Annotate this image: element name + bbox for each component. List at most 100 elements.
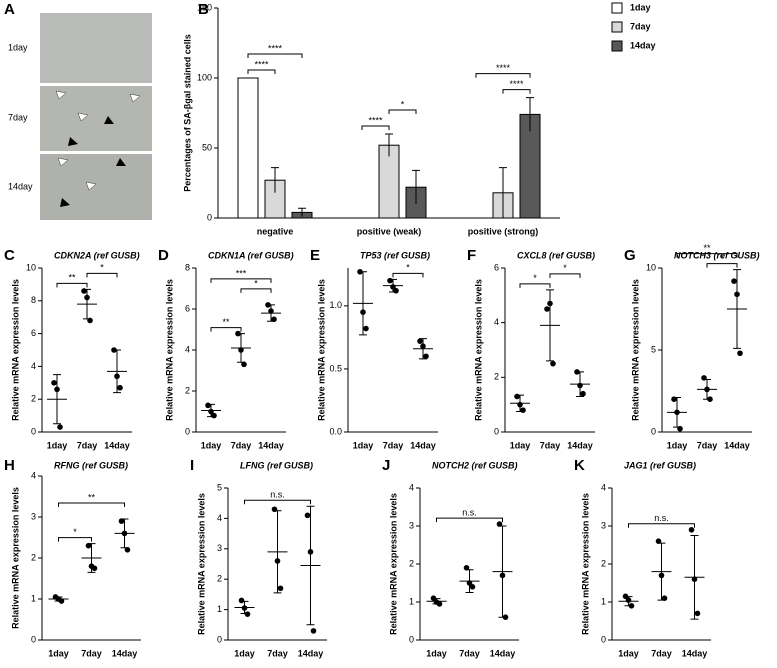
x-tick-label: negative xyxy=(257,226,294,236)
x-tick-label: 14day xyxy=(724,440,750,450)
x-tick-label: positive (weak) xyxy=(357,226,422,236)
data-point xyxy=(271,506,278,513)
y-tick-label: 0 xyxy=(185,426,190,436)
significance-label: **** xyxy=(268,43,283,53)
legend-label: 7day xyxy=(630,21,651,31)
chart-title: JAG1 (ref GUSB) xyxy=(624,460,696,470)
significance-label: * xyxy=(100,263,104,273)
y-tick-label: 3 xyxy=(601,520,606,530)
error-bar xyxy=(385,133,393,157)
data-point xyxy=(124,547,131,553)
significance-bracket xyxy=(56,282,88,288)
data-point xyxy=(271,316,277,323)
data-point xyxy=(85,542,92,549)
significance-bracket xyxy=(240,288,272,293)
arrowhead xyxy=(77,112,89,122)
x-tick-label: 1day xyxy=(618,648,639,658)
significance-bracket xyxy=(436,517,503,523)
data-point xyxy=(688,527,695,533)
x-tick-label: 7day xyxy=(383,440,404,450)
data-point xyxy=(517,401,523,408)
y-tick-label: 6 xyxy=(31,328,36,338)
legend-label: 1day xyxy=(630,2,651,12)
significance-bracket xyxy=(58,502,125,508)
data-point xyxy=(463,565,470,571)
significance-label: * xyxy=(720,253,724,263)
data-point xyxy=(274,558,281,564)
panel-letter: E xyxy=(310,247,320,264)
data-point xyxy=(658,572,665,579)
panel-letter: J xyxy=(382,457,390,474)
arrowhead xyxy=(116,158,126,166)
legend-swatch xyxy=(611,40,623,52)
significance-label: n.s. xyxy=(654,513,669,523)
data-point xyxy=(499,572,506,579)
x-tick-label: 1day xyxy=(510,440,531,450)
y-tick-label: 1.0 xyxy=(329,300,342,310)
significance-label: ** xyxy=(68,273,76,283)
chart-title: CDKN2A (ref GUSB) xyxy=(54,250,140,260)
significance-bracket xyxy=(86,272,118,278)
y-tick-label: 2 xyxy=(409,558,414,568)
data-point xyxy=(671,396,677,403)
data-point xyxy=(734,291,740,298)
x-tick-label: 14day xyxy=(682,648,708,658)
data-point xyxy=(577,382,583,389)
significance-label: ** xyxy=(703,243,711,253)
data-point xyxy=(701,375,707,381)
y-tick-label: 4 xyxy=(409,482,414,492)
data-point xyxy=(114,373,120,380)
significance-bracket xyxy=(628,523,695,528)
error-bar xyxy=(271,167,279,193)
data-point xyxy=(677,425,683,432)
data-point xyxy=(241,361,247,368)
x-tick-label: 14day xyxy=(490,648,516,658)
arrowhead xyxy=(60,198,70,207)
x-tick-label: 7day xyxy=(231,440,252,450)
data-point xyxy=(238,597,245,604)
arrowhead xyxy=(68,137,78,146)
panel-letter: F xyxy=(467,247,476,264)
y-axis-label: Percentages of SA-βgal stained cells xyxy=(182,34,192,192)
y-tick-label: 0 xyxy=(494,426,499,436)
data-point xyxy=(547,300,553,307)
y-tick-label: 3 xyxy=(409,520,414,530)
data-point xyxy=(436,601,443,607)
data-point xyxy=(674,409,680,416)
x-tick-label: 14day xyxy=(258,440,284,450)
data-point xyxy=(84,294,90,301)
data-point xyxy=(628,603,635,609)
x-tick-label: 7day xyxy=(81,648,102,658)
y-axis-label: Relative mRNA expression levels xyxy=(580,493,590,635)
error-bar xyxy=(412,169,420,204)
row-label: 7day xyxy=(8,112,28,122)
bar xyxy=(237,77,259,219)
y-axis-label: Relative mRNA expression levels xyxy=(10,279,20,421)
y-axis-label: Relative mRNA expression levels xyxy=(196,493,206,635)
data-point xyxy=(81,288,87,294)
data-point xyxy=(244,611,251,617)
chart-title: CXCL8 (ref GUSB) xyxy=(517,250,595,260)
data-point xyxy=(357,268,363,275)
x-tick-label: 7day xyxy=(77,440,98,450)
significance-bracket xyxy=(519,283,551,288)
y-tick-label: 0 xyxy=(207,212,212,222)
data-point xyxy=(235,330,241,337)
panel-letter: K xyxy=(574,457,585,474)
significance-bracket xyxy=(58,537,92,542)
y-tick-label: 2 xyxy=(31,552,36,562)
panel-letter: B xyxy=(198,1,209,18)
significance-label: * xyxy=(254,278,258,288)
y-tick-label: 1 xyxy=(31,593,36,603)
chart-title: NOTCH2 (ref GUSB) xyxy=(432,460,518,470)
data-point xyxy=(502,614,509,620)
data-point xyxy=(423,353,429,360)
y-tick-label: 150 xyxy=(197,2,212,12)
y-tick-label: 100 xyxy=(197,72,212,82)
y-axis-label: Relative mRNA expression levels xyxy=(473,279,483,421)
data-point xyxy=(691,576,698,582)
row-label: 1day xyxy=(8,42,28,52)
significance-bracket xyxy=(210,278,272,283)
data-point xyxy=(430,595,437,601)
data-point xyxy=(87,317,93,324)
